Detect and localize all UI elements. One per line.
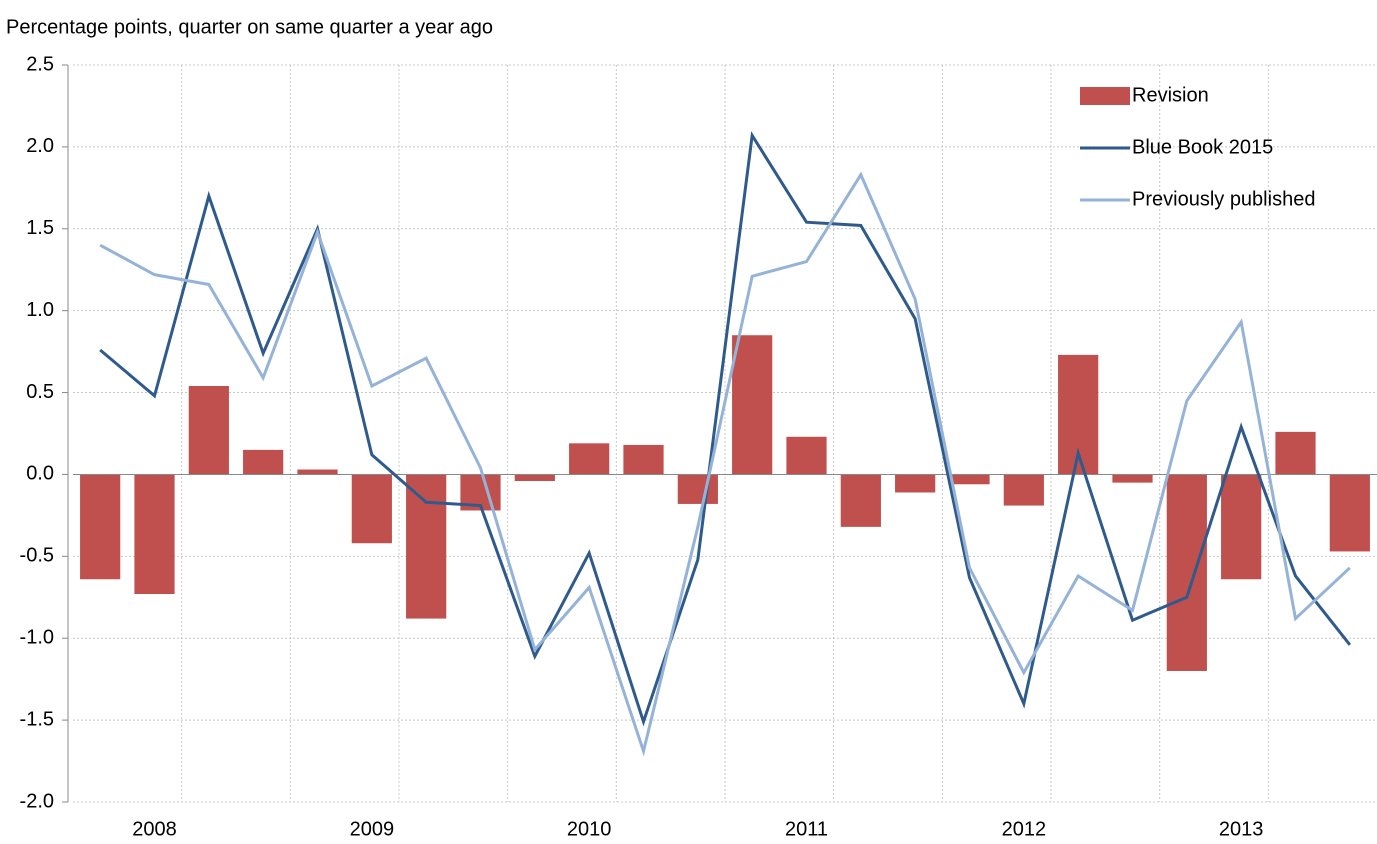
- bar: [1221, 474, 1262, 580]
- bar: [786, 436, 827, 475]
- x-tick-label: 2008: [132, 818, 177, 840]
- y-tick-label: -2.0: [20, 790, 54, 812]
- x-tick-label: 2010: [567, 818, 612, 840]
- bar: [514, 474, 555, 481]
- bar: [1112, 474, 1153, 483]
- y-tick-label: -1.0: [20, 627, 54, 649]
- bar: [1275, 431, 1316, 475]
- x-tick-label: 2012: [1002, 818, 1047, 840]
- bar: [297, 469, 338, 475]
- bar: [895, 474, 936, 493]
- bar: [569, 443, 610, 475]
- y-axis-label: Percentage points, quarter on same quart…: [6, 16, 493, 38]
- bar: [1003, 474, 1044, 506]
- bar: [840, 474, 881, 527]
- x-tick-label: 2009: [350, 818, 395, 840]
- legend-label: Blue Book 2015: [1132, 136, 1273, 158]
- line: [99, 131, 1352, 727]
- line: [99, 171, 1351, 757]
- y-tick-label: 2.5: [26, 53, 54, 75]
- legend-swatch: [1080, 87, 1130, 105]
- y-tick-label: -1.5: [20, 708, 54, 730]
- bar: [1166, 474, 1207, 671]
- y-tick-label: 1.0: [26, 299, 54, 321]
- legend-label: Revision: [1132, 84, 1209, 106]
- bar: [623, 444, 664, 475]
- bar: [949, 474, 990, 485]
- y-tick-label: 2.0: [26, 135, 54, 157]
- bar: [134, 474, 175, 595]
- bar: [732, 335, 773, 475]
- bar: [406, 474, 447, 619]
- x-tick-label: 2011: [785, 818, 828, 840]
- y-tick-label: -0.5: [20, 545, 54, 567]
- bar: [188, 386, 229, 475]
- bar: [243, 449, 284, 475]
- bar: [1329, 474, 1370, 552]
- bar: [80, 474, 121, 580]
- bar: [677, 474, 718, 504]
- y-tick-label: 1.5: [26, 217, 54, 239]
- y-tick-label: 0.5: [26, 381, 54, 403]
- bar: [351, 474, 392, 544]
- y-tick-label: 0.0: [26, 463, 54, 485]
- x-tick-label: 2013: [1219, 818, 1264, 840]
- legend-label: Previously published: [1132, 188, 1315, 210]
